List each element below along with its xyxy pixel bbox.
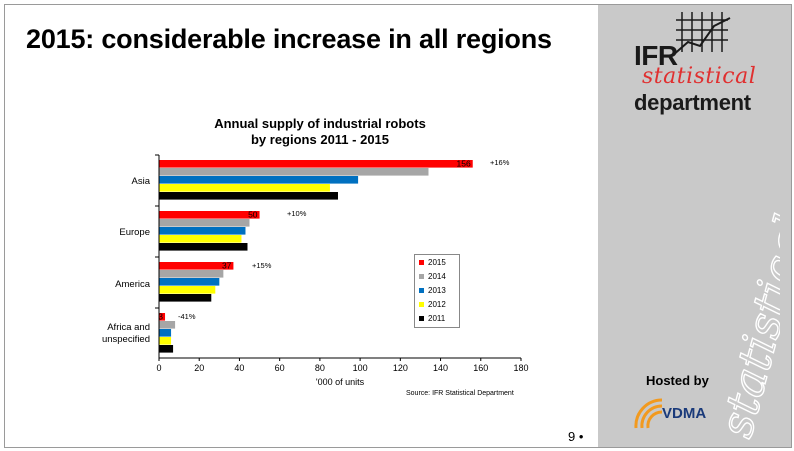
chart-title-line-2: by regions 2011 - 2015 [250, 132, 390, 147]
x-tick-label-40: 40 [234, 363, 244, 373]
bar-2014-0 [159, 168, 429, 176]
legend-swatch-2012 [419, 301, 424, 307]
logo-department-text: department [634, 90, 751, 115]
legend-swatch-2014 [419, 273, 424, 279]
category-label-1-0: Europe [119, 227, 150, 238]
bar-2012-3 [159, 337, 172, 345]
logo-grid-icon [671, 12, 731, 57]
legend-label-2013: 2013 [428, 285, 446, 295]
legend-label-2011: 2011 [428, 313, 446, 323]
side-panel: statistical [598, 5, 791, 447]
bar-2014-3 [159, 321, 176, 329]
category-label-0-0: Asia [132, 176, 151, 187]
legend-item-2014: 2014 [415, 269, 459, 283]
bar-2011-2 [159, 294, 212, 302]
chart-title: Annual supply of industrial robots by re… [150, 116, 490, 148]
x-tick-label-140: 140 [433, 363, 448, 373]
bar-2013-3 [159, 329, 172, 337]
bar-2015-3 [159, 313, 166, 321]
growth-label-2: +15% [252, 261, 272, 270]
chart-legend: 2015 2014 2013 2012 2011 [414, 254, 460, 328]
vdma-arc-icon [634, 398, 663, 429]
growth-label-1: +10% [287, 209, 307, 218]
value-label-2: 37 [222, 261, 232, 271]
bar-2014-1 [159, 219, 250, 227]
legend-item-2015: 2015 [415, 255, 459, 269]
category-label-3-0: Africa and [107, 322, 150, 333]
x-tick-label-100: 100 [353, 363, 368, 373]
legend-swatch-2015 [419, 259, 424, 265]
x-tick-label-0: 0 [156, 363, 161, 373]
bar-2011-1 [159, 243, 248, 251]
x-tick-label-180: 180 [513, 363, 528, 373]
ifr-logo: IFR statistical department [630, 12, 780, 122]
chart-source: Source: IFR Statistical Department [406, 390, 514, 397]
legend-swatch-2013 [419, 287, 424, 293]
bar-2013-2 [159, 278, 220, 286]
x-axis-label: '000 of units [316, 377, 365, 387]
legend-item-2011: 2011 [415, 311, 459, 325]
chart-title-line-1: Annual supply of industrial robots [214, 116, 426, 131]
logo-statistical-text: statistical [642, 64, 757, 89]
hosted-by-label: Hosted by [646, 373, 709, 388]
value-label-0: 156 [457, 159, 471, 169]
x-tick-label-80: 80 [315, 363, 325, 373]
legend-label-2015: 2015 [428, 257, 446, 267]
vdma-logo: VDMA [632, 392, 722, 432]
logo-ifr-text: IFR [634, 40, 678, 71]
bar-2012-1 [159, 235, 242, 243]
legend-label-2012: 2012 [428, 299, 446, 309]
bar-2015-1 [159, 211, 260, 219]
x-tick-label-160: 160 [473, 363, 488, 373]
bar-2015-0 [159, 160, 473, 168]
watermark-graphic: statistical [708, 208, 780, 443]
category-label-3-1: unspecified [102, 334, 150, 345]
x-tick-label-60: 60 [275, 363, 285, 373]
x-tick-label-20: 20 [194, 363, 204, 373]
legend-swatch-2011 [419, 315, 424, 321]
bar-2013-1 [159, 227, 246, 235]
growth-label-0: +16% [490, 158, 510, 167]
slide-border [4, 4, 792, 448]
legend-item-2012: 2012 [415, 297, 459, 311]
bar-2011-3 [159, 345, 174, 353]
bar-2014-2 [159, 270, 224, 278]
slide-title: 2015: considerable increase in all regio… [26, 24, 552, 54]
page-number: 9 • [568, 429, 584, 444]
legend-item-2013: 2013 [415, 283, 459, 297]
category-label-2-0: America [115, 279, 151, 290]
value-label-3: 3 [158, 312, 163, 322]
bar-2012-2 [159, 286, 216, 294]
growth-label-3: -41% [178, 312, 196, 321]
x-tick-label-120: 120 [393, 363, 408, 373]
value-label-1: 50 [248, 210, 258, 220]
bar-2015-2 [159, 262, 234, 270]
bar-2012-0 [159, 184, 330, 192]
bar-2011-0 [159, 192, 338, 200]
legend-label-2014: 2014 [428, 271, 446, 281]
vdma-text: VDMA [662, 405, 707, 422]
bar-2013-0 [159, 176, 359, 184]
